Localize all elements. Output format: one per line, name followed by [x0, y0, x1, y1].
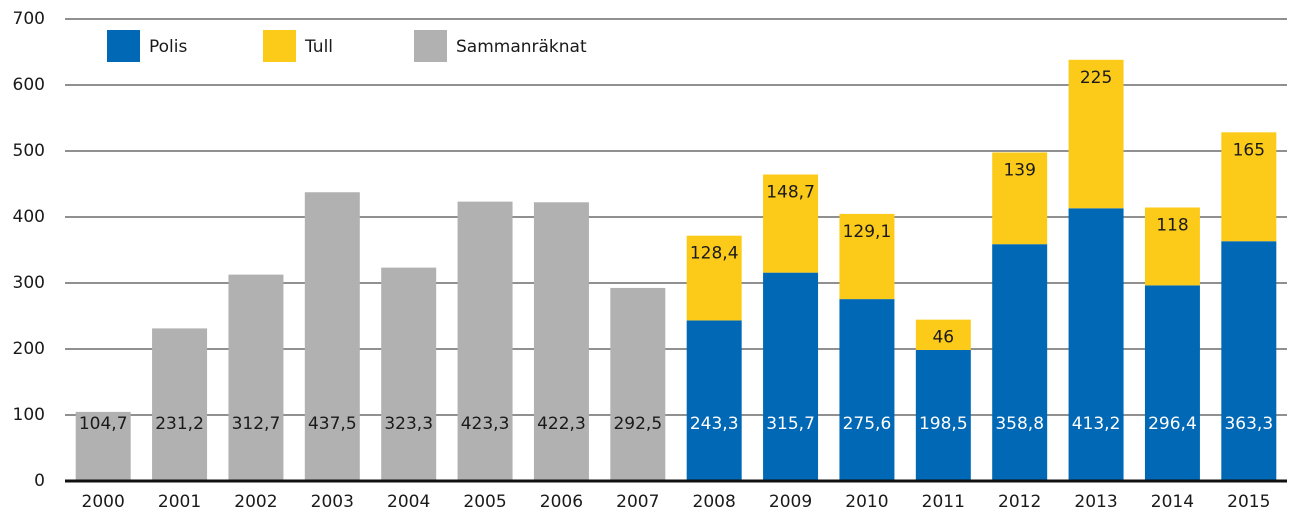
y-tick-label: 400	[13, 207, 45, 227]
data-label: 275,6	[843, 414, 892, 434]
bar-segment	[915, 349, 971, 481]
y-tick-label: 100	[13, 405, 45, 425]
data-label: 118	[1156, 215, 1188, 235]
bar-segment	[839, 299, 895, 481]
x-tick-label: 2004	[387, 492, 430, 512]
y-tick-label: 300	[13, 273, 45, 293]
data-label: 323,3	[384, 414, 433, 434]
data-label: 148,7	[766, 182, 815, 202]
legend-swatch	[414, 30, 447, 62]
y-tick-label: 200	[13, 339, 45, 359]
x-tick-label: 2006	[540, 492, 583, 512]
x-tick-label: 2010	[845, 492, 888, 512]
data-label: 225	[1080, 68, 1112, 88]
bar-segment	[75, 411, 131, 481]
data-label: 296,4	[1148, 414, 1197, 434]
y-tick-label: 700	[13, 9, 45, 29]
data-label: 129,1	[843, 222, 892, 242]
bar-segment	[763, 272, 819, 481]
x-tick-label: 2002	[234, 492, 277, 512]
bar-segment	[839, 213, 895, 300]
data-label: 198,5	[919, 414, 968, 434]
data-label: 231,2	[155, 414, 204, 434]
data-label: 128,4	[690, 244, 739, 264]
legend-label: Sammanräknat	[456, 37, 587, 57]
bar-segment	[992, 244, 1048, 481]
bar-segment	[381, 267, 437, 481]
legend-label: Polis	[149, 37, 187, 57]
data-label: 243,3	[690, 414, 739, 434]
x-tick-label: 2005	[463, 492, 506, 512]
x-tick-label: 2000	[82, 492, 125, 512]
data-label: 104,7	[79, 414, 128, 434]
x-tick-label: 2015	[1227, 492, 1270, 512]
y-tick-label: 500	[13, 141, 45, 161]
legend-label: Tull	[304, 37, 333, 57]
data-label: 358,8	[995, 414, 1044, 434]
legend-swatch	[263, 30, 296, 62]
bar-segment	[457, 201, 513, 481]
x-tick-label: 2001	[158, 492, 201, 512]
data-label: 423,3	[461, 414, 510, 434]
bar-segment	[304, 192, 360, 481]
y-tick-label: 0	[34, 471, 45, 491]
data-label: 422,3	[537, 414, 586, 434]
x-tick-label: 2008	[693, 492, 736, 512]
x-tick-label: 2013	[1074, 492, 1117, 512]
bar-segment	[1144, 285, 1200, 481]
x-tick-label: 2014	[1151, 492, 1194, 512]
bar-segment	[1068, 59, 1124, 209]
data-label: 292,5	[613, 414, 662, 434]
bar-segment	[686, 235, 742, 321]
x-tick-label: 2012	[998, 492, 1041, 512]
bar-segment	[228, 274, 284, 481]
bar-segment	[915, 319, 971, 350]
bar-segment	[152, 328, 208, 481]
x-tick-label: 2007	[616, 492, 659, 512]
data-label: 363,3	[1224, 414, 1273, 434]
bar-segment	[1221, 241, 1277, 481]
data-label: 165	[1233, 140, 1265, 160]
y-tick-label: 600	[13, 75, 45, 95]
data-label: 46	[932, 328, 954, 348]
legend-swatch	[107, 30, 140, 62]
x-tick-label: 2009	[769, 492, 812, 512]
data-label: 315,7	[766, 414, 815, 434]
bar-segment	[1221, 132, 1277, 242]
data-label: 413,2	[1072, 414, 1121, 434]
bar-segment	[763, 174, 819, 273]
x-tick-label: 2003	[311, 492, 354, 512]
data-label: 312,7	[232, 414, 281, 434]
bar-segment	[686, 320, 742, 481]
bar-segment	[992, 152, 1048, 245]
x-tick-label: 2011	[922, 492, 965, 512]
data-label: 437,5	[308, 414, 357, 434]
bar-segment	[610, 287, 666, 481]
bar-segment	[533, 202, 589, 482]
bar-segment	[1144, 207, 1200, 286]
bar-segment	[1068, 208, 1124, 481]
data-label: 139	[1003, 160, 1035, 180]
